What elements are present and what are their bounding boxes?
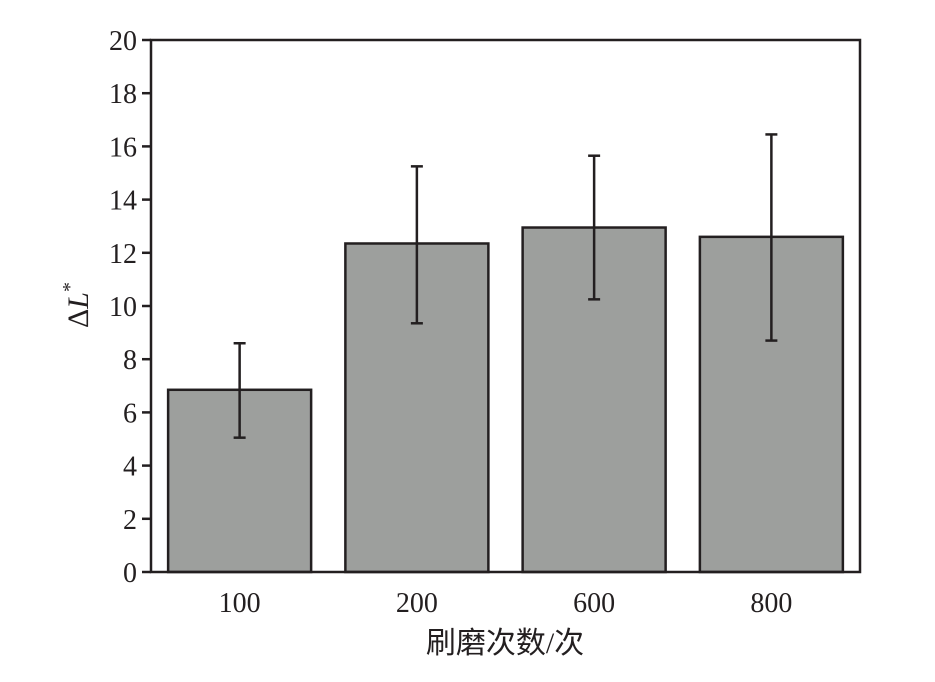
x-tick-label-600: 600 xyxy=(573,588,615,619)
error-bar-200 xyxy=(410,165,423,325)
error-bar-100 xyxy=(233,341,246,439)
labels-layer: 刷磨次数/次 ΔL* xyxy=(59,282,584,660)
y-tick-label-14: 14 xyxy=(109,186,137,217)
y-tick-label-0: 0 xyxy=(123,558,137,589)
bars-layer xyxy=(166,226,845,574)
y-tick-label-6: 6 xyxy=(123,398,137,429)
y-axis-title: ΔL* xyxy=(59,282,95,328)
x-axis-title: 刷磨次数/次 xyxy=(426,627,584,660)
y-tick-label-10: 10 xyxy=(109,292,137,323)
x-tick-label-200: 200 xyxy=(396,588,438,619)
y-axis-title-main: L xyxy=(62,292,95,310)
y-tick-label-2: 2 xyxy=(123,505,137,536)
y-tick-label-12: 12 xyxy=(109,239,137,270)
y-tick-label-4: 4 xyxy=(123,452,137,483)
y-tick-label-16: 16 xyxy=(109,132,137,163)
y-axis-title-prefix: Δ xyxy=(62,309,95,328)
y-axis-title-superscript: * xyxy=(59,282,81,292)
y-tick-label-8: 8 xyxy=(123,345,137,376)
y-tick-label-20: 20 xyxy=(109,26,137,57)
x-tick-label-100: 100 xyxy=(219,588,261,619)
error-bar-600 xyxy=(588,154,601,301)
axes-layer: 100 200 600 800 0 2 4 6 8 10 12 14 16 18 20 xyxy=(109,26,862,619)
error-bars-layer xyxy=(233,133,778,439)
x-tick-label-800: 800 xyxy=(750,588,792,619)
error-bar-800 xyxy=(765,133,778,342)
y-tick-label-18: 18 xyxy=(109,79,137,110)
